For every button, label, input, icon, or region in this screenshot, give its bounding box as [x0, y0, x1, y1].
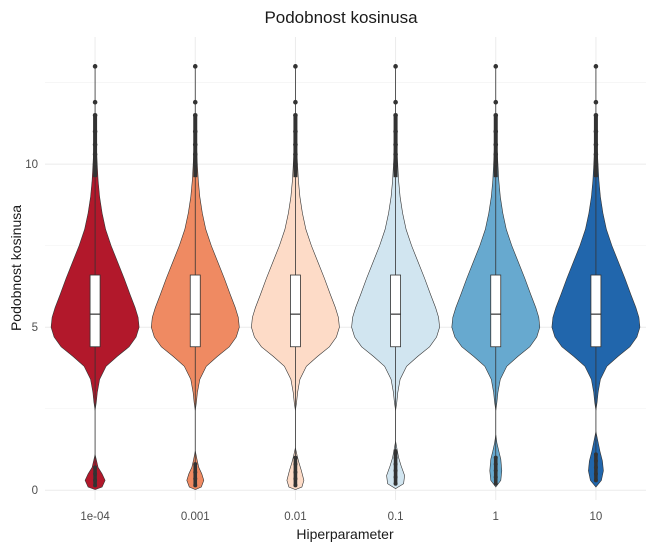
outlier-point [393, 129, 398, 134]
outlier-point [192, 64, 198, 69]
box [590, 274, 602, 348]
outlier-point [393, 142, 398, 147]
outlier-point [393, 112, 398, 118]
outlier-point [293, 112, 298, 118]
outlier-point [293, 462, 298, 467]
outlier-point [93, 471, 98, 476]
outlier-point [493, 468, 498, 473]
outlier-point [93, 483, 98, 488]
outlier-point [393, 99, 398, 105]
outlier-point [493, 64, 499, 69]
outlier-point [393, 161, 398, 167]
outlier-point [593, 458, 598, 463]
chart-title: Podobnost kosinusa [264, 8, 418, 27]
x-tick-label: 10 [590, 511, 603, 523]
outlier-point [293, 64, 298, 69]
outlier-point [293, 161, 298, 167]
outlier-point [92, 152, 98, 157]
box [189, 274, 201, 348]
outlier-cluster-lower [93, 467, 97, 486]
y-tick-label: 10 [25, 159, 38, 171]
outlier-point [393, 468, 398, 473]
outlier-point [193, 470, 198, 475]
outlier-point [493, 161, 499, 167]
y-tick-label: 0 [32, 485, 38, 497]
outlier-point [93, 465, 98, 470]
outlier-point [493, 455, 498, 460]
outlier-point [192, 152, 198, 157]
outlier-point [593, 152, 599, 157]
outlier-point [493, 475, 498, 480]
y-axis-title: Podobnost kosinusa [8, 205, 24, 331]
outlier-point [593, 142, 599, 147]
outlier-point [393, 455, 398, 460]
outlier-point [192, 129, 198, 134]
outlier-point [293, 129, 298, 134]
outlier-point [493, 152, 499, 157]
outlier-point [593, 64, 599, 69]
x-tick-label: 0.01 [284, 511, 306, 523]
outlier-point [293, 152, 298, 157]
y-tick-label: 5 [32, 322, 38, 334]
box [290, 274, 301, 348]
outlier-point [393, 462, 398, 467]
outlier-point [93, 478, 98, 483]
outlier-point [92, 112, 98, 118]
x-tick-labels: 1e-04 0.001 0.01 0.1 1 10 [80, 511, 602, 523]
outlier-point [493, 99, 499, 105]
outlier-point [193, 476, 198, 481]
x-tick-label: 1 [493, 511, 499, 523]
outlier-point [393, 152, 398, 157]
outlier-point [593, 478, 598, 483]
outlier-point [593, 471, 598, 476]
outlier-point [293, 455, 298, 460]
outlier-point [92, 99, 98, 105]
outlier-point [593, 129, 599, 134]
outlier-point [192, 99, 198, 105]
outlier-point [393, 475, 398, 480]
outlier-point [493, 129, 499, 134]
outlier-point [593, 161, 599, 167]
outlier-point [393, 449, 398, 454]
outlier-point [393, 64, 398, 69]
outlier-point [92, 129, 98, 134]
outlier-point [593, 465, 598, 470]
y-tick-labels: 0 5 10 [25, 159, 38, 497]
boxplots [89, 177, 602, 406]
box [390, 274, 401, 348]
outlier-point [193, 483, 198, 488]
outlier-point [293, 142, 298, 147]
outlier-point [192, 161, 198, 167]
grid-lines [45, 37, 646, 500]
outlier-cluster-lower [193, 464, 198, 486]
outlier-point [493, 462, 498, 467]
outlier-point [92, 64, 98, 69]
outlier-point [393, 481, 398, 486]
outlier-point [293, 99, 298, 105]
outlier-point [92, 142, 98, 147]
violins [50, 118, 641, 490]
outlier-point [493, 481, 498, 486]
outlier-point [293, 470, 298, 475]
outlier-point [593, 99, 599, 105]
outlier-point [192, 142, 198, 147]
outlier-point [193, 462, 198, 467]
x-tick-label: 1e-04 [80, 511, 110, 523]
box [89, 274, 101, 348]
outlier-points [92, 64, 599, 488]
outlier-point [493, 142, 499, 147]
outlier-cluster-lower [393, 451, 398, 484]
outlier-point [293, 483, 298, 488]
x-tick-label: 0.001 [181, 511, 210, 523]
outlier-point [493, 112, 499, 118]
outlier-point [593, 452, 598, 457]
outlier-point [593, 112, 599, 118]
x-axis-title: Hiperparameter [296, 526, 394, 542]
outlier-point [192, 112, 198, 118]
box [490, 274, 502, 348]
x-tick-label: 0.1 [388, 511, 404, 523]
outlier-point [92, 161, 98, 167]
outlier-point [293, 476, 298, 481]
